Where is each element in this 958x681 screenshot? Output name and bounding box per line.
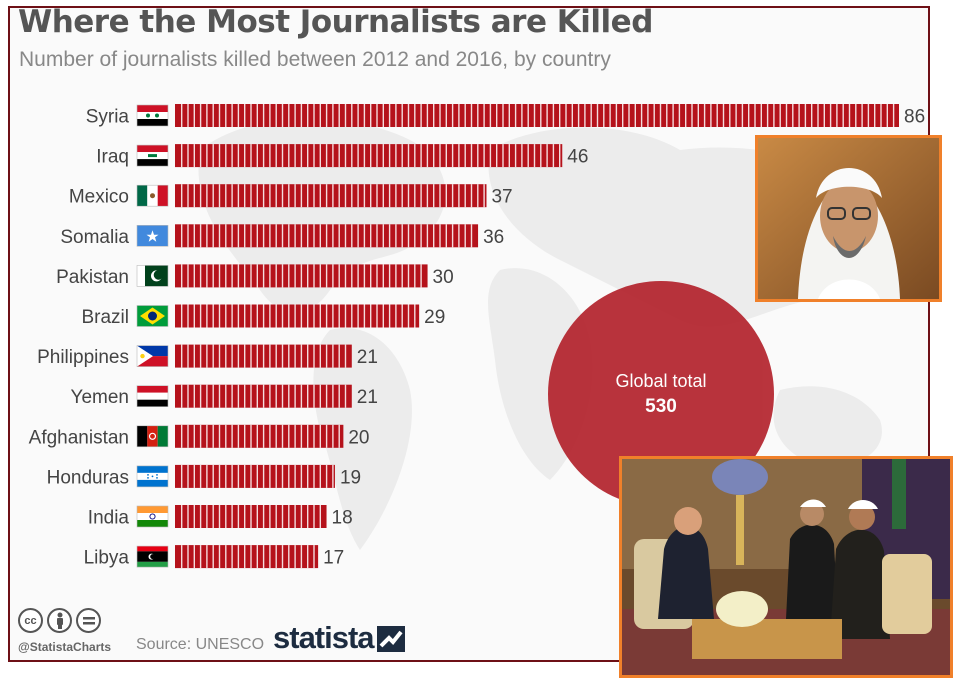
- category-label-libya: Libya: [84, 548, 130, 569]
- flag-philippines-icon: [136, 345, 169, 367]
- flag-pakistan-icon: [136, 265, 169, 287]
- statista-logo-text: statista: [273, 620, 375, 655]
- no-derivatives-icon: [76, 608, 101, 633]
- flag-syria-icon: [136, 104, 169, 127]
- flag-mexico-icon: [136, 184, 169, 207]
- category-label-iraq: Iraq: [96, 147, 129, 168]
- twitter-handle: @StatistaCharts: [18, 640, 112, 654]
- license-icons: cc: [18, 608, 101, 633]
- portrait-photo: [755, 135, 942, 302]
- flag-libya-icon: [136, 545, 169, 568]
- flag-yemen-icon: [136, 385, 169, 408]
- flag-somalia-icon: [136, 225, 169, 247]
- chart-subtitle: Number of journalists killed between 201…: [19, 48, 611, 71]
- value-label-afghanistan: 20: [348, 427, 369, 448]
- category-label-yemen: Yemen: [71, 387, 129, 408]
- category-label-pakistan: Pakistan: [56, 267, 129, 288]
- value-label-somalia: 36: [483, 227, 504, 248]
- bar-yemen: [175, 384, 352, 408]
- flag-brazil-icon: [136, 305, 169, 327]
- bar-libya: [175, 545, 319, 569]
- flag-india-icon: [136, 505, 169, 528]
- flag-honduras-icon: [136, 465, 169, 488]
- value-label-yemen: 21: [357, 387, 378, 408]
- bar-mexico: [175, 184, 487, 208]
- value-label-syria: 86: [904, 107, 925, 128]
- global-total-value: 530: [645, 395, 677, 417]
- category-label-afghanistan: Afghanistan: [29, 427, 129, 448]
- value-label-pakistan: 30: [433, 267, 454, 288]
- bar-afghanistan: [175, 424, 344, 448]
- global-total-label: Global total: [615, 370, 707, 391]
- bar-brazil: [175, 304, 420, 328]
- meeting-photo: [619, 456, 953, 678]
- category-label-honduras: Honduras: [47, 467, 129, 488]
- bar-pakistan: [175, 264, 428, 288]
- bar-honduras: [175, 464, 335, 488]
- category-label-philippines: Philippines: [37, 347, 129, 368]
- value-label-iraq: 46: [567, 147, 588, 168]
- category-label-brazil: Brazil: [81, 307, 129, 328]
- value-label-brazil: 29: [424, 307, 445, 328]
- value-label-libya: 17: [323, 548, 344, 569]
- bar-india: [175, 505, 327, 528]
- value-label-honduras: 19: [340, 467, 361, 488]
- category-label-mexico: Mexico: [69, 187, 129, 208]
- value-label-india: 18: [332, 508, 353, 529]
- value-label-philippines: 21: [357, 347, 378, 368]
- bar-somalia: [175, 224, 479, 248]
- statista-logo-icon: [377, 626, 405, 652]
- chart-title: Where the Most Journalists are Killed: [18, 4, 653, 40]
- bar-syria: [175, 104, 899, 127]
- category-label-syria: Syria: [86, 107, 130, 128]
- cc-icon: cc: [18, 608, 43, 633]
- bar-philippines: [175, 344, 352, 368]
- category-label-somalia: Somalia: [60, 227, 129, 248]
- flag-iraq-icon: [136, 144, 169, 167]
- flag-afghanistan-icon: [136, 425, 169, 448]
- bar-iraq: [175, 144, 563, 168]
- source-note: Source: UNESCO: [136, 636, 265, 653]
- category-label-india: India: [88, 508, 130, 529]
- value-label-mexico: 37: [491, 187, 512, 208]
- attribution-icon: [47, 608, 72, 633]
